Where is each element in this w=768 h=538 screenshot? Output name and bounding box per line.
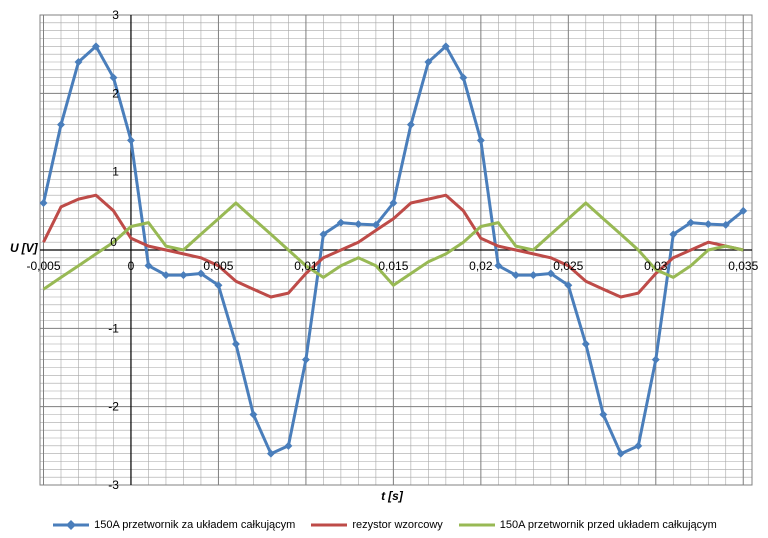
data-point [74,58,83,66]
data-point [739,206,748,215]
legend-swatch [458,523,495,527]
series-3 [42,201,744,291]
x-tick-label: 0,03 [644,259,668,273]
x-tick-label: 0,02 [469,259,493,273]
data-point [511,271,520,280]
data-point [494,261,503,270]
data-point [459,73,468,82]
legend-label: 150A przetwornik przed układem całkujący… [499,519,717,531]
data-point [704,220,713,229]
series-line [42,201,744,291]
axes [40,15,752,485]
x-tick-label: 0 [128,259,135,273]
data-point [214,281,223,290]
data-point [179,271,188,280]
x-tick-label: -0,005 [26,259,60,273]
data-point [669,230,678,239]
data-point [581,340,590,348]
y-tick-label: -2 [108,400,119,414]
legend: 150A przetwornik za układem całkującym re… [0,516,768,534]
data-point [39,199,48,207]
legend-swatch [311,523,348,527]
data-point [161,271,170,280]
data-point [529,271,538,280]
data-point [441,42,450,51]
x-tick-label: 0,005 [203,259,233,273]
data-point [319,230,328,239]
data-point [249,410,258,419]
data-point [564,281,573,290]
data-point [599,410,608,419]
legend-swatch [53,520,90,530]
data-point [371,220,380,229]
series-2 [42,193,744,299]
data-point [144,261,153,270]
x-tick-label: 0,01 [294,259,318,273]
series-group [39,42,748,458]
y-tick-label: -3 [108,478,119,492]
data-point [389,199,398,207]
data-point [301,355,310,364]
y-tick-label: 2 [112,86,119,100]
data-point [196,269,205,278]
data-point [476,136,485,145]
x-tick-label: 0,025 [553,259,583,273]
x-tick-label: 0,035 [728,259,758,273]
data-point [266,449,275,458]
data-point [546,269,555,278]
data-point [721,220,730,229]
data-point [56,120,65,129]
data-point [126,136,135,145]
legend-label: rezystor wzorcowy [352,519,443,531]
x-tick-label: 0,015 [378,259,408,273]
x-axis-label: t [s] [381,489,404,503]
y-tick-label: 0 [110,235,117,249]
y-tick-label: 1 [112,165,119,179]
data-point [336,218,345,227]
data-point [634,441,643,450]
data-point [651,355,660,364]
legend-item: 150A przetwornik za układem całkującym [51,519,295,531]
data-point [406,120,415,129]
series-1 [39,42,748,458]
data-point [686,218,695,227]
data-point [231,340,240,348]
data-point [91,42,100,51]
data-point [424,58,433,66]
y-axis-label: U [V] [10,241,39,255]
series-line [42,193,744,299]
legend-label: 150A przetwornik za układem całkującym [94,519,296,531]
data-point [616,449,625,458]
data-point [354,220,363,229]
y-tick-label: 3 [112,8,119,22]
data-point [284,441,293,450]
y-tick-label: -1 [108,321,119,335]
data-point [109,73,118,82]
tick-labels: -0,005 0 0,005 0,01 0,015 0,02 0,025 0,03 0,035 3… [26,8,758,492]
legend-item: 150A przetwornik przed układem całkujący… [457,519,717,531]
legend-item: rezystor wzorcowy [309,519,443,531]
